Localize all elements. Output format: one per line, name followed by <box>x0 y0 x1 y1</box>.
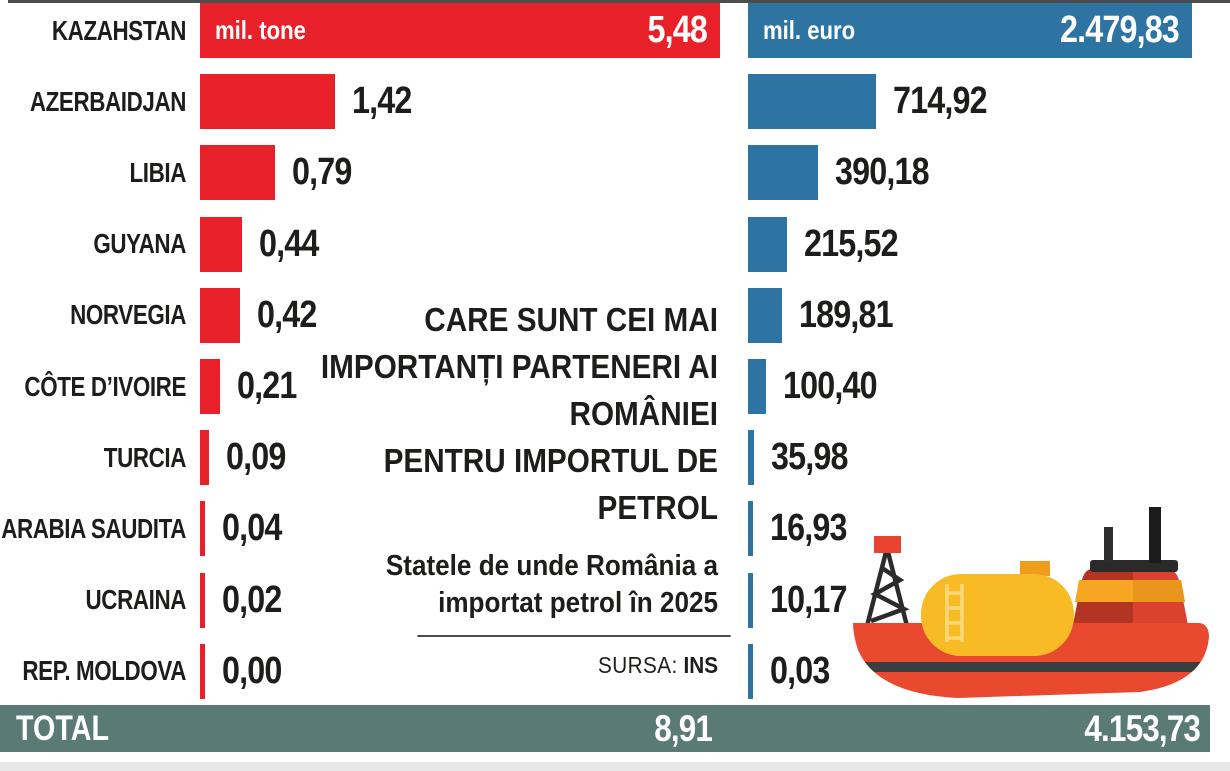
subtitle-underline <box>417 635 731 637</box>
chart-subtitle: Statele de unde România a importat petrol… <box>232 548 718 622</box>
tone-value: 0,02 <box>221 578 282 621</box>
euro-value: 10,17 <box>769 578 847 621</box>
chart-row: ARABIA SAUDITA 0,04 16,93 <box>0 498 1230 569</box>
tone-value: 0,44 <box>258 222 319 265</box>
derrick-icon <box>864 551 910 627</box>
chart-row: CÔTE D’IVOIRE 0,21 100,40 <box>0 356 1230 427</box>
source-line: SURSA: INS <box>232 652 718 679</box>
tone-bar <box>200 572 205 628</box>
tone-value: 0,00 <box>221 649 282 692</box>
chart-row: GUYANA 0,44 215,52 <box>0 214 1230 285</box>
tone-bar <box>200 430 209 486</box>
country-label: UCRAINA <box>85 584 187 616</box>
chart-row: REP. MOLDOVA 0,00 0,03 <box>0 641 1230 712</box>
euro-value: 714,92 <box>893 80 988 123</box>
tone-bar <box>200 501 205 557</box>
source-label: SURSA: <box>597 652 678 678</box>
tone-bar <box>200 216 242 272</box>
euro-bar <box>748 430 755 486</box>
title-line: IMPORTANȚI PARTENERI AI <box>320 348 718 385</box>
bottom-strip <box>0 762 1230 771</box>
source-value: INS <box>683 652 718 678</box>
tone-bar <box>200 74 335 130</box>
total-row: TOTAL 8,91 4.153,73 <box>0 705 1210 752</box>
euro-value: 35,98 <box>771 436 849 479</box>
euro-value: 390,18 <box>834 151 930 194</box>
title-line: PETROL <box>597 489 718 526</box>
chart-row: TURCIA 0,09 35,98 <box>0 427 1230 498</box>
country-label: REP. MOLDOVA <box>22 655 187 687</box>
euro-bar <box>748 287 782 343</box>
tone-bar <box>200 359 220 414</box>
title-line: ROMÂNIEI <box>569 395 719 432</box>
euro-bar <box>748 643 753 699</box>
euro-value: 2.479,83 <box>1060 9 1180 51</box>
tone-value: 5,48 <box>647 9 708 51</box>
euro-bar <box>748 359 766 414</box>
chart-row: LIBIA 0,79 390,18 <box>0 142 1230 213</box>
chart-row: AZERBAIDJAN 1,42 714,92 <box>0 71 1230 142</box>
tone-bar <box>200 145 275 201</box>
tone-value: 0,09 <box>225 436 286 479</box>
tone-value: 1,42 <box>351 80 412 123</box>
euro-value: 100,40 <box>782 365 878 407</box>
chart-row: KAZAHSTAN mil. tone 5,48 mil. euro 2.479,83 <box>0 0 1230 71</box>
country-label: LIBIA <box>129 156 187 188</box>
euro-unit-label: mil. euro <box>763 15 856 45</box>
euro-value: 16,93 <box>769 507 847 550</box>
country-label: ARABIA SAUDITA <box>1 512 186 544</box>
euro-bar <box>748 501 753 557</box>
country-label: GUYANA <box>93 228 186 260</box>
tone-value: 0,21 <box>236 365 297 407</box>
euro-bar: mil. euro 2.479,83 <box>748 3 1192 58</box>
tone-value: 0,42 <box>256 293 317 336</box>
tone-value: 0,04 <box>221 507 282 550</box>
subtitle-line: Statele de unde România a <box>385 550 718 582</box>
euro-bar <box>748 572 753 628</box>
title-line: PENTRU IMPORTUL DE <box>383 442 718 479</box>
chart-row: UCRAINA 0,02 10,17 <box>0 570 1230 641</box>
tone-unit-label: mil. tone <box>215 15 306 45</box>
euro-value: 0,03 <box>769 649 830 692</box>
country-label: TURCIA <box>103 441 187 473</box>
chart-title: CARE SUNT CEI MAI IMPORTANȚI PARTENERI AI… <box>232 296 718 531</box>
country-label: NORVEGIA <box>70 299 186 331</box>
euro-value: 215,52 <box>803 222 899 265</box>
top-rule <box>8 0 1230 3</box>
subtitle-line: importat petrol în 2025 <box>438 587 718 619</box>
tone-bar <box>200 643 205 699</box>
country-label: AZERBAIDJAN <box>29 85 187 117</box>
euro-bar <box>748 145 818 201</box>
title-line: CARE SUNT CEI MAI <box>424 301 718 338</box>
bar-chart-rows: KAZAHSTAN mil. tone 5,48 mil. euro 2.479,83 A… <box>0 0 1230 699</box>
tone-bar <box>200 287 240 343</box>
euro-bar <box>748 74 876 130</box>
total-euro-value: 4.153,73 <box>1084 707 1200 749</box>
tone-value: 0,79 <box>291 151 352 194</box>
tone-bar: mil. tone 5,48 <box>200 3 720 58</box>
center-text-block: CARE SUNT CEI MAI IMPORTANȚI PARTENERI AI… <box>232 296 731 679</box>
country-label: CÔTE D’IVOIRE <box>24 370 187 402</box>
euro-bar <box>748 216 787 272</box>
oil-tanker-illustration <box>853 507 1209 698</box>
total-label: TOTAL <box>16 708 110 748</box>
country-label: KAZAHSTAN <box>51 14 187 46</box>
total-tone-value: 8,91 <box>654 707 713 749</box>
euro-value: 189,81 <box>798 293 894 336</box>
chart-row: NORVEGIA 0,42 189,81 <box>0 285 1230 356</box>
